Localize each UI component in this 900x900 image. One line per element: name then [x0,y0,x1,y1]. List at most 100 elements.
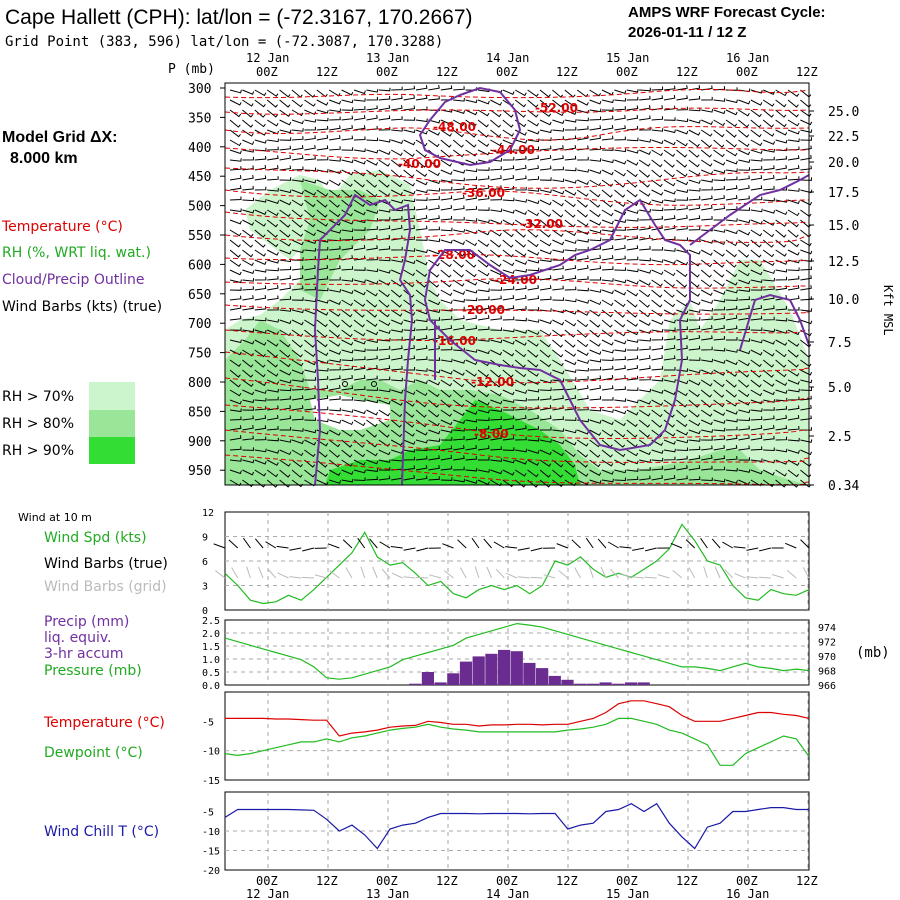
wind-barb [378,449,391,456]
wind-barb [676,269,688,278]
wind-barb [465,109,478,116]
wind-barb [316,449,328,458]
wind-barb [676,419,688,428]
wind-barb [552,428,565,432]
wind-barb [626,279,639,285]
wind-barb [415,318,428,323]
wind-barb [527,415,539,421]
wind-barb [688,95,701,101]
pressure-tick-label: 350 [188,111,211,126]
height-tick-label: 12.5 [828,255,859,270]
wind-barb [539,239,552,247]
wind-barb [626,189,638,198]
wind-barb [663,225,676,231]
surface-wind-barb [722,541,734,549]
wind-barb [403,309,416,316]
wind-barb [626,125,639,131]
wind-barb [242,229,254,238]
wind-barb [601,107,614,111]
wind-barb [676,179,689,186]
pressure-tick-label: 974 [818,623,836,634]
wind-barb [403,95,415,101]
wind-barb [800,239,812,247]
wind-barb [304,119,317,123]
y-tick-label: 0 [202,606,208,617]
wind-barb [775,129,788,136]
pressure-tick-label: 650 [188,288,211,303]
wind-barb [663,465,676,471]
wind-barb [490,416,502,421]
wind-barb [266,469,279,478]
wind-barb [589,189,601,198]
wind-barb [626,468,639,472]
wind-barb [738,195,750,201]
wind-barb [279,249,292,255]
wind-barb [341,409,354,413]
wind-barb [390,399,403,406]
wind-barb [775,349,787,358]
wind-barb [341,125,353,131]
wind-barb [366,226,378,231]
grid-wind-barb [543,574,556,579]
wind-barb [800,119,813,126]
wind-barb [713,239,726,246]
wind-barb [713,455,726,461]
wind-barb [700,379,713,387]
wind-barb [800,415,812,421]
surface-wind-barb [585,537,594,549]
wind-barb [564,405,577,411]
wind-barb [254,229,266,238]
wind-barb [341,99,354,104]
wind-barb [725,218,738,222]
wind-barb [676,106,688,111]
wind-barb [515,285,527,291]
wind-barb [800,155,812,161]
wind-barb [589,158,602,162]
wind-barb [514,99,527,108]
wind-barb [763,185,775,191]
wind-barb [601,219,614,225]
wind-barb [651,95,664,101]
wind-barb [639,139,652,143]
wind-barb [626,169,638,178]
wind-barb [539,275,552,281]
wind-barb [725,349,738,353]
wind-barb [688,429,701,435]
wind-barb [663,269,676,277]
precip-bar [536,668,549,685]
wind-barb [502,399,515,403]
wind-barb [477,219,490,224]
wind-barb [725,426,738,431]
wind-barb [800,275,812,281]
wind-barb [651,377,664,382]
wind-barb [502,447,515,451]
wind-barb [552,239,565,246]
wind-barb [676,259,689,266]
wind-barb [229,349,242,356]
height-tick-label: 2.5 [828,430,851,445]
surface-wind-barb [213,543,226,549]
wind-barb [738,167,750,171]
wind-barb [626,179,638,188]
wind-barb [291,145,304,151]
wind-barb [254,139,267,144]
pressure-tick-label: 968 [818,667,836,678]
wind-barb [465,369,477,377]
wind-barb [762,119,774,128]
wind-barb [601,339,614,346]
wind-barb [341,89,354,96]
wind-barb [279,89,291,98]
wind-barb [701,239,714,244]
wind-barb [353,279,366,284]
wind-barb [700,159,713,167]
wind-barb [452,399,465,408]
wind-barb [763,447,775,452]
wind-barb [800,285,812,291]
wind-barb [602,397,614,401]
wind-barb [527,188,540,192]
wind-barb [502,219,515,226]
wind-barb [440,149,452,158]
wind-barb [341,289,354,295]
wind-barb [229,99,242,106]
wind-barb [390,429,403,438]
